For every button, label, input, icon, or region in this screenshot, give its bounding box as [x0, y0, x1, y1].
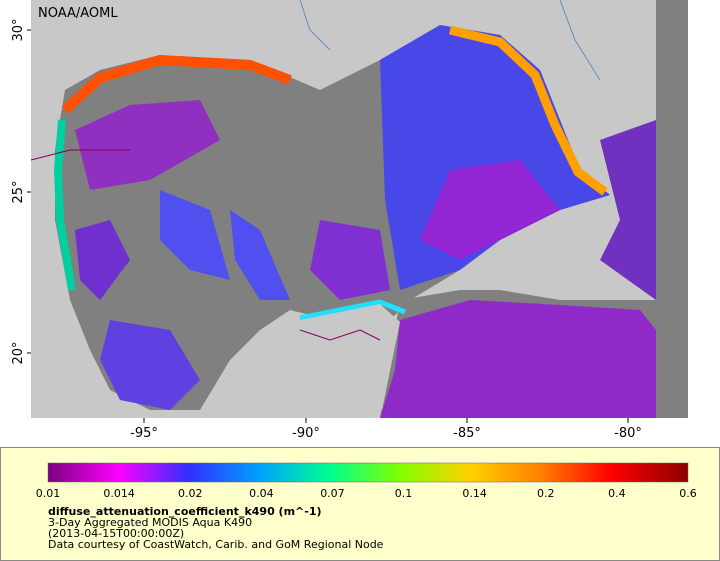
cuba — [460, 265, 640, 300]
colorbar-label: 0.4 — [608, 487, 626, 500]
coastal-band-florida — [448, 25, 608, 196]
lat-label: 30° — [11, 18, 26, 41]
caribbean-data — [380, 300, 656, 418]
colorbar-labels: 0.01 0.014 0.02 0.04 0.07 0.1 0.14 0.2 0.4 0.6 — [36, 487, 697, 500]
lon-label: -95° — [130, 426, 158, 441]
colorbar-label: 0.04 — [249, 487, 274, 500]
coastal-band-north — [61, 54, 292, 114]
colorbar — [47, 462, 689, 483]
lat-label: 20° — [11, 341, 26, 364]
description: 3-Day Aggregated MODIS Aqua K490 — [48, 516, 252, 529]
river — [299, 0, 331, 51]
colorbar-label: 0.014 — [103, 487, 135, 500]
colorbar-label: 0.1 — [395, 487, 413, 500]
lon-labels: -95° -90° -85° -80° — [130, 418, 642, 441]
campeche-data — [310, 220, 390, 300]
yucatan — [290, 304, 400, 418]
atlantic-no-data — [656, 0, 688, 410]
border — [299, 329, 381, 341]
time: (2013-04-15T00:00:00Z) — [48, 527, 184, 540]
lon-label: -80° — [614, 426, 642, 441]
colorbar-label: 0.14 — [462, 487, 487, 500]
lon-label: -85° — [453, 426, 481, 441]
lat-labels: 30° 25° 20° — [11, 18, 31, 365]
coastal-band-yucatan — [299, 299, 406, 321]
colorbar-label: 0.01 — [36, 487, 61, 500]
west-purple — [75, 100, 220, 190]
purple-patch — [420, 160, 560, 260]
west-blue-3 — [75, 220, 130, 300]
source-label: NOAA/AOML — [38, 6, 118, 21]
border — [30, 149, 130, 161]
colorbar-label: 0.2 — [537, 487, 555, 500]
west-blue-1 — [160, 190, 230, 280]
atlantic-data — [600, 120, 656, 300]
west-blue-2 — [230, 210, 290, 300]
river — [559, 0, 601, 81]
credit: Data courtesy of CoastWatch, Carib. and … — [48, 538, 384, 551]
lat-label: 25° — [11, 180, 26, 203]
colorbar-label: 0.6 — [679, 487, 697, 500]
south-blue — [100, 320, 200, 410]
map: NOAA/AOML — [30, 0, 688, 418]
colorbar-label: 0.02 — [178, 487, 203, 500]
variable-name: diffuse_attenuation_coefficient_k490 (m^… — [48, 505, 322, 518]
lon-label: -90° — [292, 426, 320, 441]
coastal-band-west — [53, 119, 76, 291]
colorbar-label: 0.07 — [320, 487, 345, 500]
